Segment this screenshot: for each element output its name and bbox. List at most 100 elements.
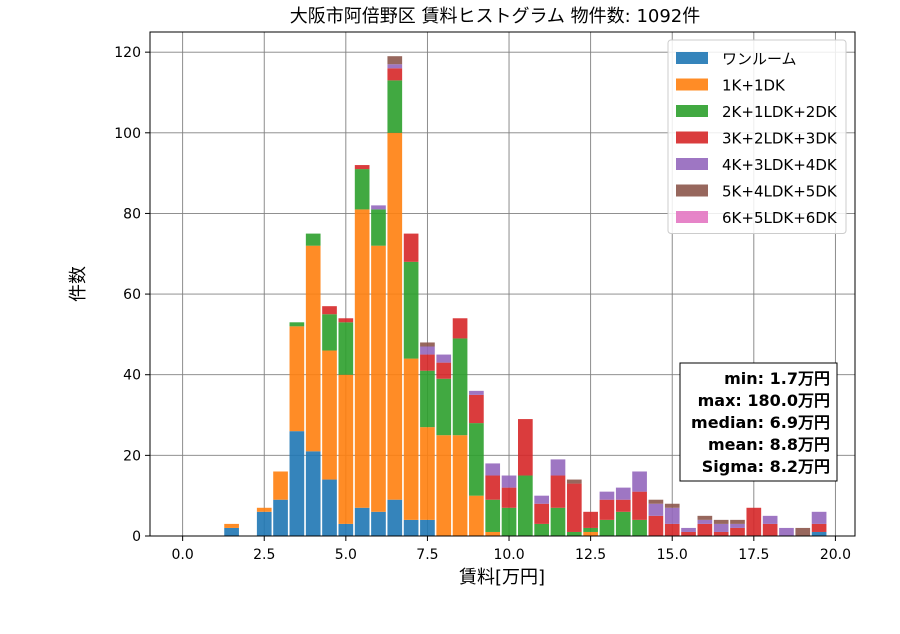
bar-segment: [322, 350, 337, 480]
legend: ワンルーム 1K+1DK 2K+1LDK+2DK 3K+2LDK+3DK 4K+3LDK…: [667, 39, 847, 234]
bar-segment: [420, 346, 435, 355]
bar-segment: [664, 523, 680, 536]
stats-line: mean: 8.8万円: [708, 435, 830, 454]
bar-segment: [452, 318, 468, 339]
bar-segment: [354, 209, 370, 508]
bar-segment: [811, 531, 827, 536]
bar-segment: [615, 487, 631, 500]
bar-segment: [534, 523, 550, 536]
chart-title: 大阪市阿倍野区 賃料ヒストグラム 物件数: 1092件: [290, 6, 701, 27]
bar-segment: [403, 261, 419, 359]
legend-label: ワンルーム: [722, 50, 797, 68]
legend-swatch: [676, 105, 708, 117]
bar-segment: [452, 338, 468, 436]
bar-segment: [354, 507, 370, 536]
bar-segment: [534, 495, 550, 504]
legend-swatch: [676, 52, 708, 64]
x-tick-label: 15.0: [657, 547, 688, 563]
y-tick-label: 80: [123, 206, 141, 222]
bar-segment: [338, 322, 354, 375]
bar-segment: [534, 503, 550, 524]
stats-box: min: 1.7万円 max: 180.0万円 median: 6.9万円 mean:…: [679, 362, 838, 482]
bar-segment: [256, 507, 272, 512]
x-axis-label: 賃料[万円]: [459, 567, 545, 588]
bar-segment: [681, 527, 696, 532]
axis-ticks: 0.0 2.5 5.0 7.5 10.0 12.5 15.0 17.5 20.0 0 20 40 60 8…: [114, 45, 851, 563]
bar-segment: [338, 318, 354, 323]
stats-line: Sigma: 8.2万円: [702, 457, 830, 476]
x-tick-label: 12.5: [575, 547, 606, 563]
bar-segment: [730, 523, 745, 528]
bar-segment: [730, 527, 745, 536]
x-tick-label: 2.5: [253, 547, 275, 563]
legend-swatch: [676, 78, 708, 91]
bar-segment: [289, 326, 305, 432]
bar-segment: [387, 64, 403, 69]
bar-segment: [664, 507, 680, 524]
bar-segment: [305, 233, 321, 246]
x-tick-label: 7.5: [416, 547, 438, 563]
bar-segment: [599, 499, 615, 520]
bar-segment: [648, 503, 664, 516]
bar-segment: [338, 374, 354, 524]
bar-segment: [436, 362, 452, 379]
bar-segment: [322, 306, 337, 315]
legend-label: 5K+4LDK+5DK: [722, 183, 838, 201]
bar-segment: [420, 370, 435, 428]
bar-segment: [420, 354, 435, 371]
stats-line: max: 180.0万円: [698, 391, 830, 410]
legend-label: 2K+1LDK+2DK: [722, 103, 838, 121]
bar-segment: [762, 523, 778, 536]
bar-segment: [762, 515, 778, 524]
bar-segment: [387, 132, 403, 500]
bar-segment: [501, 475, 517, 488]
y-tick-label: 0: [132, 529, 141, 545]
bar-segment: [387, 56, 403, 65]
bar-segment: [387, 80, 403, 133]
y-tick-label: 60: [123, 287, 141, 303]
y-axis-label: 件数: [68, 266, 89, 302]
bar-segment: [632, 471, 647, 492]
bar-segment: [403, 233, 419, 262]
bar-segment: [648, 499, 664, 504]
legend-label: 1K+1DK: [722, 77, 786, 95]
bar-segment: [485, 499, 501, 532]
bar-segment: [403, 358, 419, 520]
bar-segment: [452, 435, 468, 536]
bar-segment: [224, 527, 239, 536]
bar-segment: [746, 507, 762, 536]
x-tick-label: 10.0: [493, 547, 524, 563]
bar-segment: [501, 487, 517, 508]
bar-segment: [550, 459, 566, 476]
bar-segment: [387, 68, 403, 81]
bar-segment: [713, 531, 729, 536]
bar-segment: [289, 431, 305, 536]
stats-frame: [679, 362, 838, 482]
bar-segment: [289, 322, 305, 327]
bar-segment: [420, 342, 435, 347]
bar-segment: [550, 475, 566, 508]
legend-label: 3K+2LDK+3DK: [722, 130, 838, 148]
bar-segment: [322, 314, 337, 351]
legend-swatch: [676, 158, 708, 170]
bar-segment: [566, 531, 582, 536]
x-tick-label: 0.0: [172, 547, 194, 563]
bar-segment: [469, 394, 484, 424]
bar-segment: [664, 503, 680, 508]
bar-segment: [469, 495, 484, 536]
legend-swatch: [676, 211, 708, 223]
bar-segment: [371, 245, 386, 512]
bar-segment: [387, 499, 403, 536]
bar-segment: [615, 511, 631, 536]
bar-segment: [583, 527, 598, 532]
bar-segment: [305, 245, 321, 452]
x-tick-label: 5.0: [335, 547, 357, 563]
legend-label: 4K+3LDK+4DK: [722, 156, 838, 174]
bar-segment: [518, 475, 533, 536]
bar-segment: [550, 507, 566, 536]
bar-segment: [436, 378, 452, 436]
bars: [224, 56, 827, 536]
x-tick-label: 20.0: [820, 547, 851, 563]
bar-segment: [469, 423, 484, 496]
